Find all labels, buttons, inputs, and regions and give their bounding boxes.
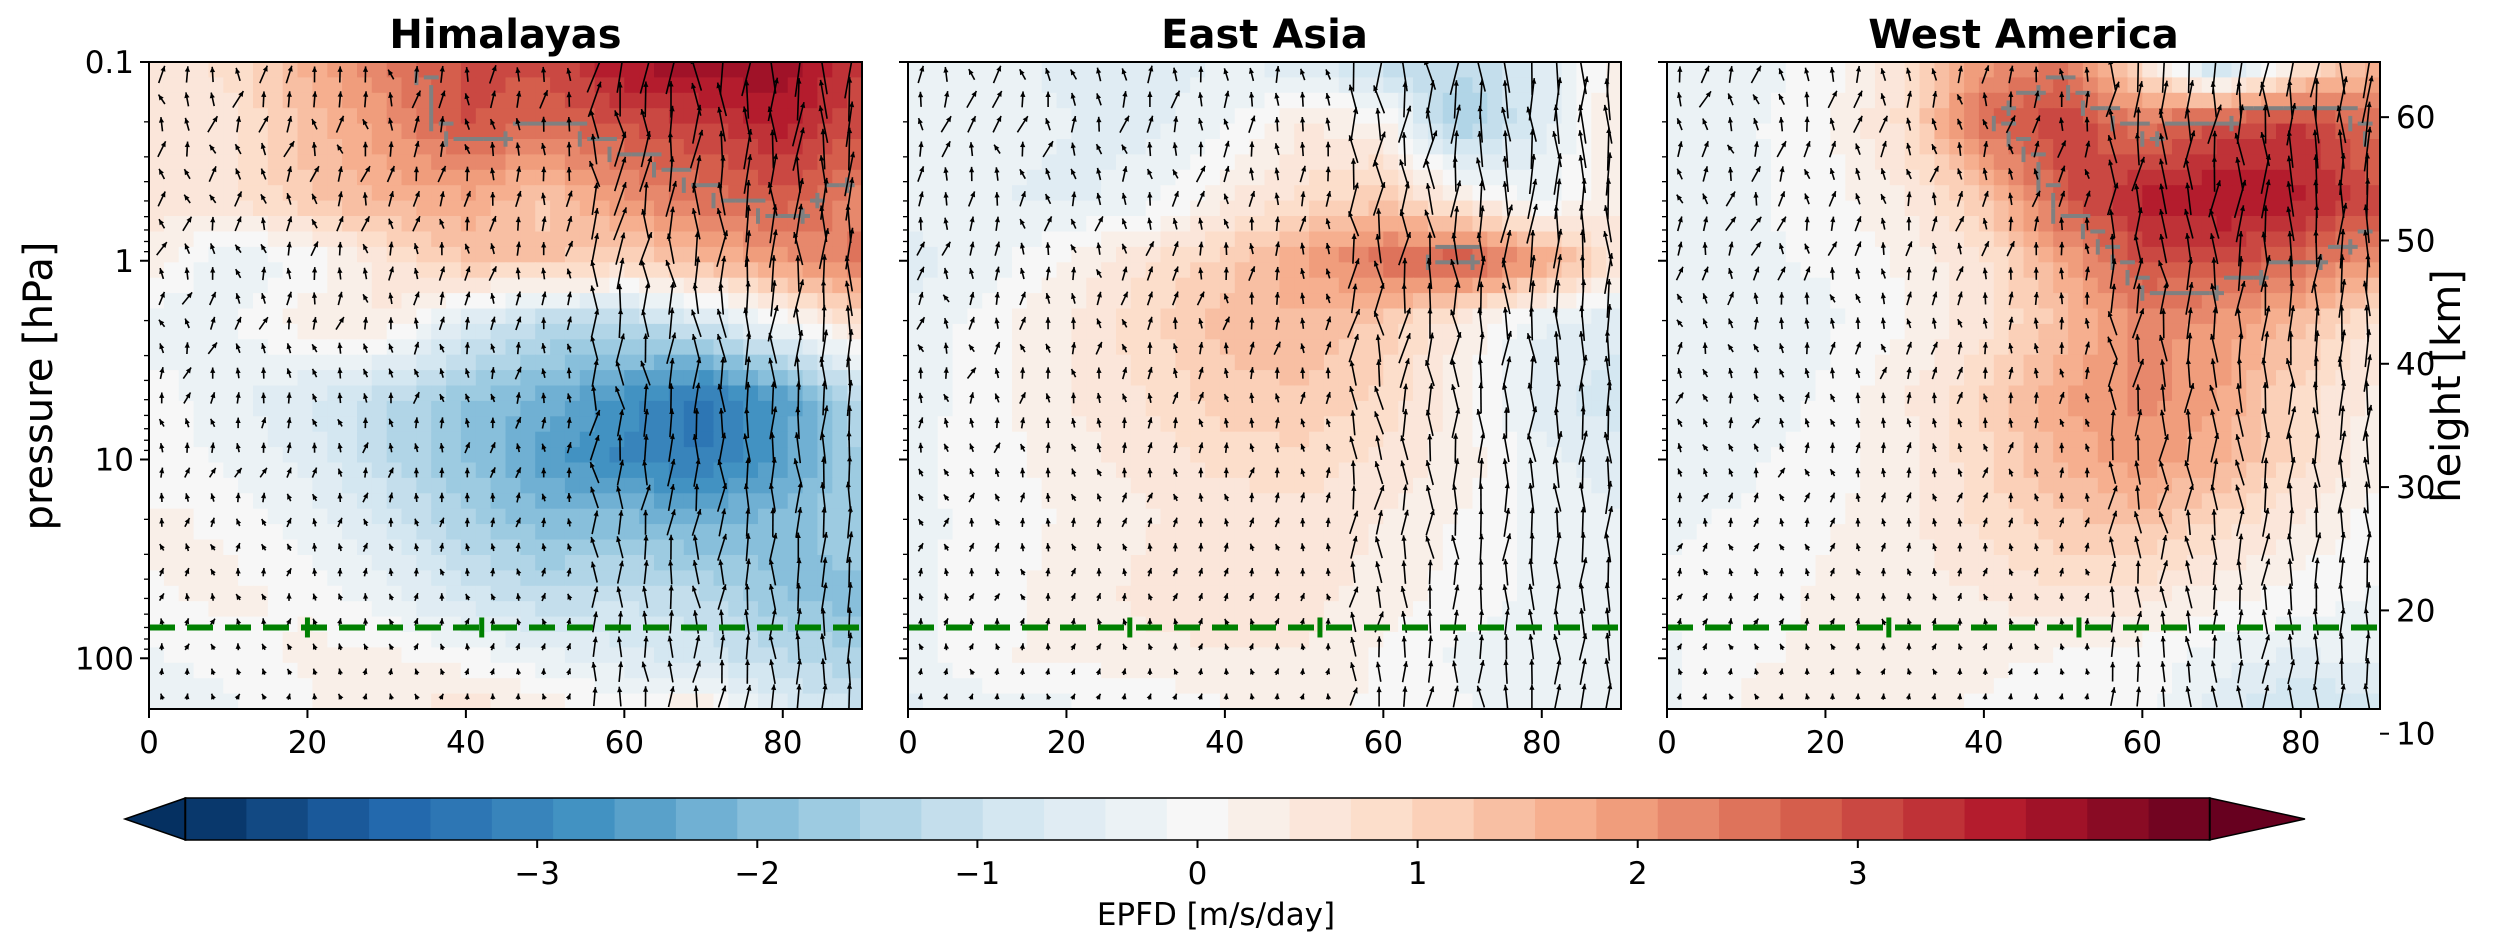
panel-1: Himalayas 0 20 40 60 80 xyxy=(139,12,863,761)
colorbar-segment xyxy=(1228,798,1291,840)
colorbar-segment xyxy=(860,798,922,840)
colorbar-extend-low xyxy=(122,796,187,842)
x-tick-label: 80 xyxy=(1522,725,1561,761)
x-tick-label: 0 xyxy=(1657,725,1677,761)
panel-2: East Asia 0 20 40 60 80 xyxy=(898,12,1622,761)
colorbar-tick-label: 2 xyxy=(1628,856,1648,892)
y-tick-label: 0.1 xyxy=(85,45,134,81)
colorbar-extend-high xyxy=(2208,797,2306,841)
x-tick-label: 20 xyxy=(288,725,327,761)
right-y-tick-label: 60 xyxy=(2396,100,2435,136)
panel-title: East Asia xyxy=(1161,12,1368,58)
colorbar-segment xyxy=(1166,798,1229,840)
y-tick-label: 100 xyxy=(75,641,134,677)
panel-frame xyxy=(1666,61,2381,710)
colorbar-segment xyxy=(921,798,984,840)
panel-field xyxy=(908,62,1621,709)
panel-arrows xyxy=(1675,62,2374,709)
colorbar-segment xyxy=(1105,798,1168,840)
colorbar-segment xyxy=(2148,798,2211,840)
x-tick-label: 20 xyxy=(1806,725,1845,761)
panel-title: West America xyxy=(1868,12,2179,58)
colorbar-segment xyxy=(737,798,800,840)
panel-arrows xyxy=(916,62,1614,709)
right-y-tick-label: 40 xyxy=(2396,347,2435,383)
colorbar-segment xyxy=(491,798,554,840)
colorbar-segment xyxy=(1535,798,1597,840)
colorbar-segment xyxy=(1841,798,1904,840)
colorbar-segment xyxy=(1657,798,1720,840)
x-tick-label: 60 xyxy=(605,725,644,761)
colorbar-label: EPFD [m/s/day] xyxy=(1097,897,1335,933)
panel-3: West America 0 20 40 60 80 xyxy=(1657,12,2381,761)
colorbar-segment xyxy=(2025,798,2088,840)
right-y-tick-label: 20 xyxy=(2396,593,2435,629)
panel-arrows xyxy=(156,62,856,709)
right-y-tick-label: 30 xyxy=(2396,470,2435,506)
x-tick-label: 40 xyxy=(1205,725,1244,761)
colorbar-segment xyxy=(1903,798,1966,840)
colorbar-tick-label: −2 xyxy=(734,856,780,892)
x-tick-label: 60 xyxy=(2123,725,2162,761)
colorbar-segment xyxy=(1719,798,1782,840)
colorbar-segment xyxy=(2087,798,2150,840)
x-tick-label: 80 xyxy=(2281,725,2320,761)
panel-frame xyxy=(148,61,863,710)
y-axis-label: pressure [hPa] xyxy=(16,242,62,531)
right-y-axis-label: height [km] xyxy=(2424,269,2470,503)
colorbar-segment xyxy=(1780,798,1843,840)
panel-title: Himalayas xyxy=(389,12,621,58)
colorbar-segment xyxy=(982,798,1045,840)
colorbar-segment xyxy=(369,798,432,840)
x-tick-label: 20 xyxy=(1047,725,1086,761)
colorbar-segment xyxy=(614,798,677,840)
colorbar-tick-label: −1 xyxy=(955,856,1001,892)
colorbar-segment xyxy=(798,798,861,840)
panel-field xyxy=(149,62,862,709)
colorbar-segment xyxy=(430,798,493,840)
x-tick-label: 60 xyxy=(1364,725,1403,761)
colorbar-tick-label: 1 xyxy=(1408,856,1428,892)
colorbar-segment xyxy=(1044,798,1107,840)
colorbar-segment xyxy=(185,798,247,840)
colorbar-segment xyxy=(553,798,616,840)
colorbar-segment xyxy=(1289,798,1352,840)
colorbar-segment xyxy=(307,798,370,840)
x-tick-label: 40 xyxy=(446,725,485,761)
x-tick-label: 0 xyxy=(139,725,159,761)
y-tick-label: 1 xyxy=(114,244,134,280)
y-tick-label: 10 xyxy=(95,443,134,479)
colorbar-tick-label: 3 xyxy=(1848,856,1868,892)
colorbar-segment xyxy=(1412,798,1475,840)
colorbar-segment xyxy=(1596,798,1659,840)
colorbar-segment xyxy=(1473,798,1536,840)
x-tick-label: 0 xyxy=(898,725,918,761)
right-y-tick-label: 10 xyxy=(2396,717,2435,753)
x-tick-label: 80 xyxy=(763,725,802,761)
right-y-tick-label: 50 xyxy=(2396,223,2435,259)
colorbar-segment xyxy=(1964,798,2027,840)
colorbar-tick-label: 0 xyxy=(1188,856,1208,892)
colorbar: −3 −2 −1 0 1 2 3 xyxy=(122,796,2306,892)
panel-field xyxy=(1667,62,2380,709)
colorbar-segment xyxy=(246,798,309,840)
colorbar-segment xyxy=(675,798,738,840)
colorbar-segment xyxy=(1350,798,1413,840)
colorbar-tick-label: −3 xyxy=(514,856,560,892)
x-tick-label: 40 xyxy=(1964,725,2003,761)
panel-frame xyxy=(907,61,1622,710)
